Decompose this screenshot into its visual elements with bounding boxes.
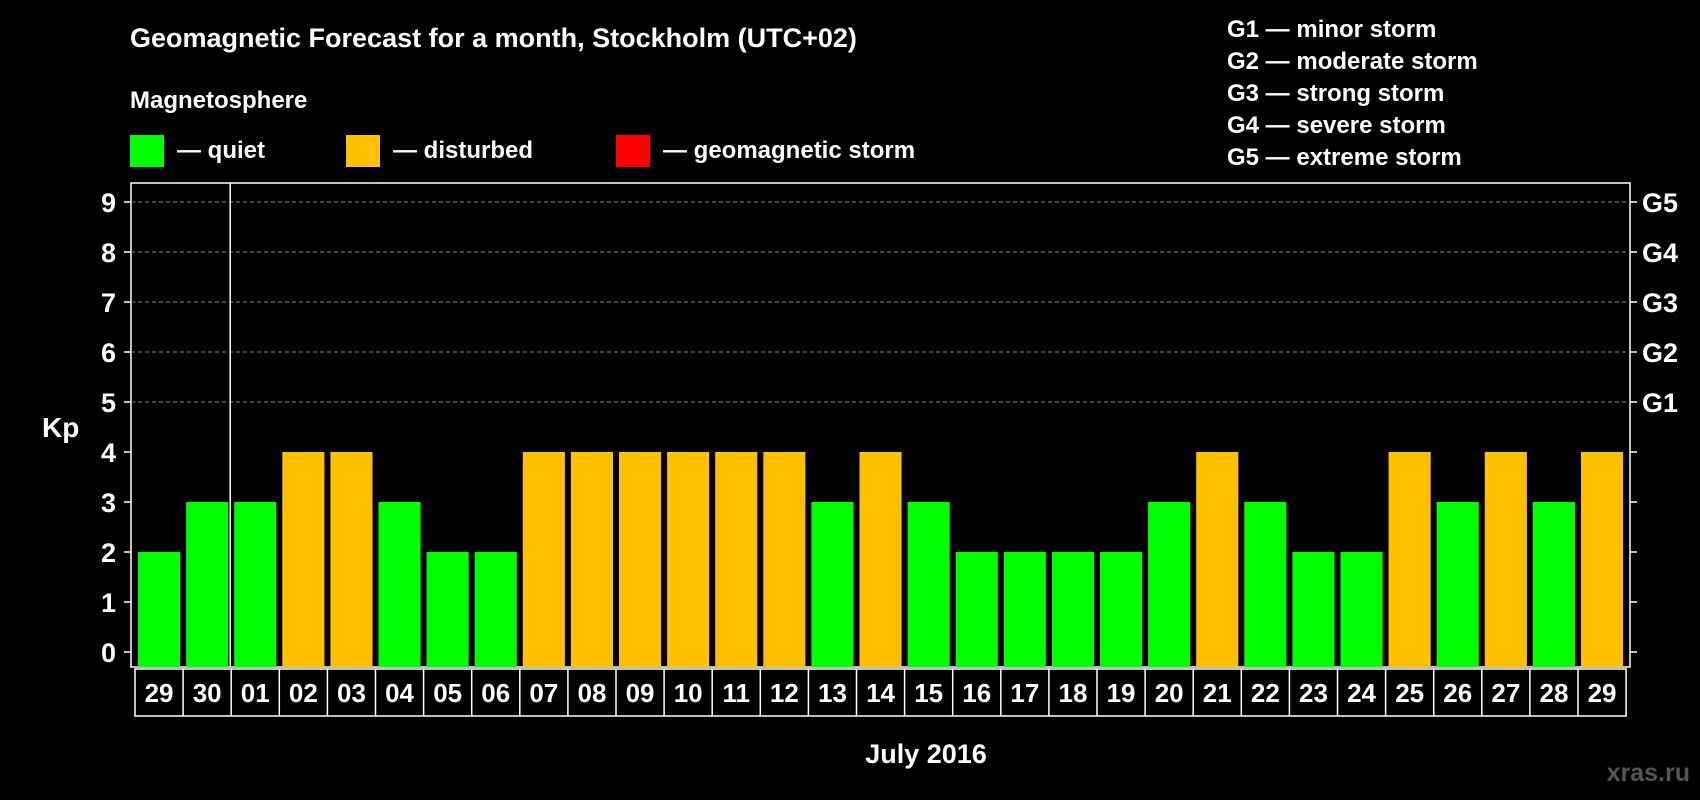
bar-29	[138, 552, 181, 667]
bar-21	[1196, 452, 1239, 667]
x-tick-label: 22	[1251, 678, 1280, 708]
x-tick-label: 01	[241, 678, 270, 708]
x-tick-label: 18	[1058, 678, 1087, 708]
x-tick-label: 10	[674, 678, 703, 708]
bar-24	[1340, 552, 1383, 667]
y-tick-label: 9	[101, 188, 116, 218]
legend-title: Magnetosphere	[130, 87, 307, 114]
y-tick-label: 8	[101, 238, 116, 268]
x-tick-label: 17	[1010, 678, 1039, 708]
bar-22	[1244, 502, 1287, 667]
x-tick-label: 21	[1203, 678, 1232, 708]
bar-02	[282, 452, 325, 667]
y-tick-label: 6	[101, 338, 116, 368]
bar-03	[330, 452, 373, 667]
x-tick-label: 15	[914, 678, 943, 708]
legend: — quiet — disturbed — geomagnetic storm	[130, 135, 915, 167]
bar-23	[1292, 552, 1335, 667]
date-strip	[134, 668, 1627, 717]
bar-04	[378, 502, 421, 667]
storm-scale-legend: G1 — minor storm G2 — moderate storm G3 — …	[1227, 16, 1478, 171]
right-axis-label-g5: G5	[1642, 188, 1678, 218]
x-tick-label: 04	[385, 678, 414, 708]
bar-17	[1003, 552, 1046, 667]
x-tick-label: 23	[1299, 678, 1328, 708]
x-tick-label: 06	[481, 678, 510, 708]
x-tick-label: 24	[1347, 678, 1376, 708]
x-tick-label: 08	[577, 678, 606, 708]
legend-label-storm: — geomagnetic storm	[663, 137, 915, 164]
right-axis-label-g2: G2	[1642, 338, 1678, 368]
right-axis-label-g3: G3	[1642, 288, 1678, 318]
y-tick-label: 3	[101, 488, 116, 518]
x-tick-label: 12	[770, 678, 799, 708]
chart-title: Geomagnetic Forecast for a month, Stockh…	[130, 23, 857, 53]
x-tick-label: 29	[145, 678, 174, 708]
x-tick-label: 13	[818, 678, 847, 708]
bar-11	[715, 452, 758, 667]
x-tick-label: 27	[1491, 678, 1520, 708]
right-axis-label-g1: G1	[1642, 388, 1678, 418]
x-tick-label: 16	[962, 678, 991, 708]
bar-06	[474, 552, 517, 667]
bar-25	[1388, 452, 1431, 667]
legend-swatch-storm	[616, 135, 650, 167]
bar-19	[1100, 552, 1143, 667]
x-tick-label: 14	[866, 678, 895, 708]
storm-scale-item: G2 — moderate storm	[1227, 48, 1478, 75]
bar-15	[907, 502, 950, 667]
bar-26	[1436, 502, 1479, 667]
x-tick-label: 30	[193, 678, 222, 708]
x-tick-label: 05	[433, 678, 462, 708]
storm-scale-item: G1 — minor storm	[1227, 16, 1436, 43]
bar-10	[667, 452, 710, 667]
legend-label-disturbed: — disturbed	[393, 137, 533, 164]
bar-09	[619, 452, 662, 667]
bar-13	[811, 502, 854, 667]
storm-scale-item: G3 — strong storm	[1227, 80, 1444, 107]
bar-07	[522, 452, 565, 667]
y-tick-label: 0	[101, 638, 116, 668]
y-tick-label: 1	[101, 588, 116, 618]
legend-swatch-quiet	[130, 135, 164, 167]
watermark: xras.ru	[1607, 759, 1690, 787]
x-tick-label: 19	[1107, 678, 1136, 708]
x-tick-label: 29	[1588, 678, 1617, 708]
bar-18	[1051, 552, 1094, 667]
y-tick-label: 2	[101, 538, 116, 568]
bar-01	[234, 502, 277, 667]
bar-05	[426, 552, 469, 667]
x-tick-label: 02	[289, 678, 318, 708]
x-tick-label: 11	[723, 678, 751, 708]
bar-29	[1581, 452, 1624, 667]
x-tick-label: 28	[1539, 678, 1568, 708]
legend-swatch-disturbed	[346, 135, 380, 167]
bar-14	[859, 452, 902, 667]
bar-12	[763, 452, 806, 667]
bar-20	[1148, 502, 1191, 667]
right-axis-label-g4: G4	[1642, 238, 1678, 268]
y-tick-label: 7	[101, 288, 116, 318]
x-axis-label: July 2016	[865, 739, 987, 769]
bar-16	[955, 552, 998, 667]
storm-scale-item: G5 — extreme storm	[1227, 144, 1462, 171]
legend-label-quiet: — quiet	[177, 137, 265, 164]
bar-08	[570, 452, 613, 667]
y-tick-label: 5	[101, 388, 116, 418]
y-tick-label: 4	[101, 438, 116, 468]
bar-28	[1532, 502, 1575, 667]
x-tick-label: 03	[337, 678, 366, 708]
x-tick-label: 25	[1395, 678, 1424, 708]
bar-30	[186, 502, 229, 667]
x-tick-label: 20	[1155, 678, 1184, 708]
x-tick-label: 07	[529, 678, 558, 708]
storm-scale-item: G4 — severe storm	[1227, 112, 1446, 139]
x-tick-label: 26	[1443, 678, 1472, 708]
y-axis-label: Kp	[42, 412, 79, 443]
bar-27	[1484, 452, 1527, 667]
x-tick-label: 09	[626, 678, 655, 708]
